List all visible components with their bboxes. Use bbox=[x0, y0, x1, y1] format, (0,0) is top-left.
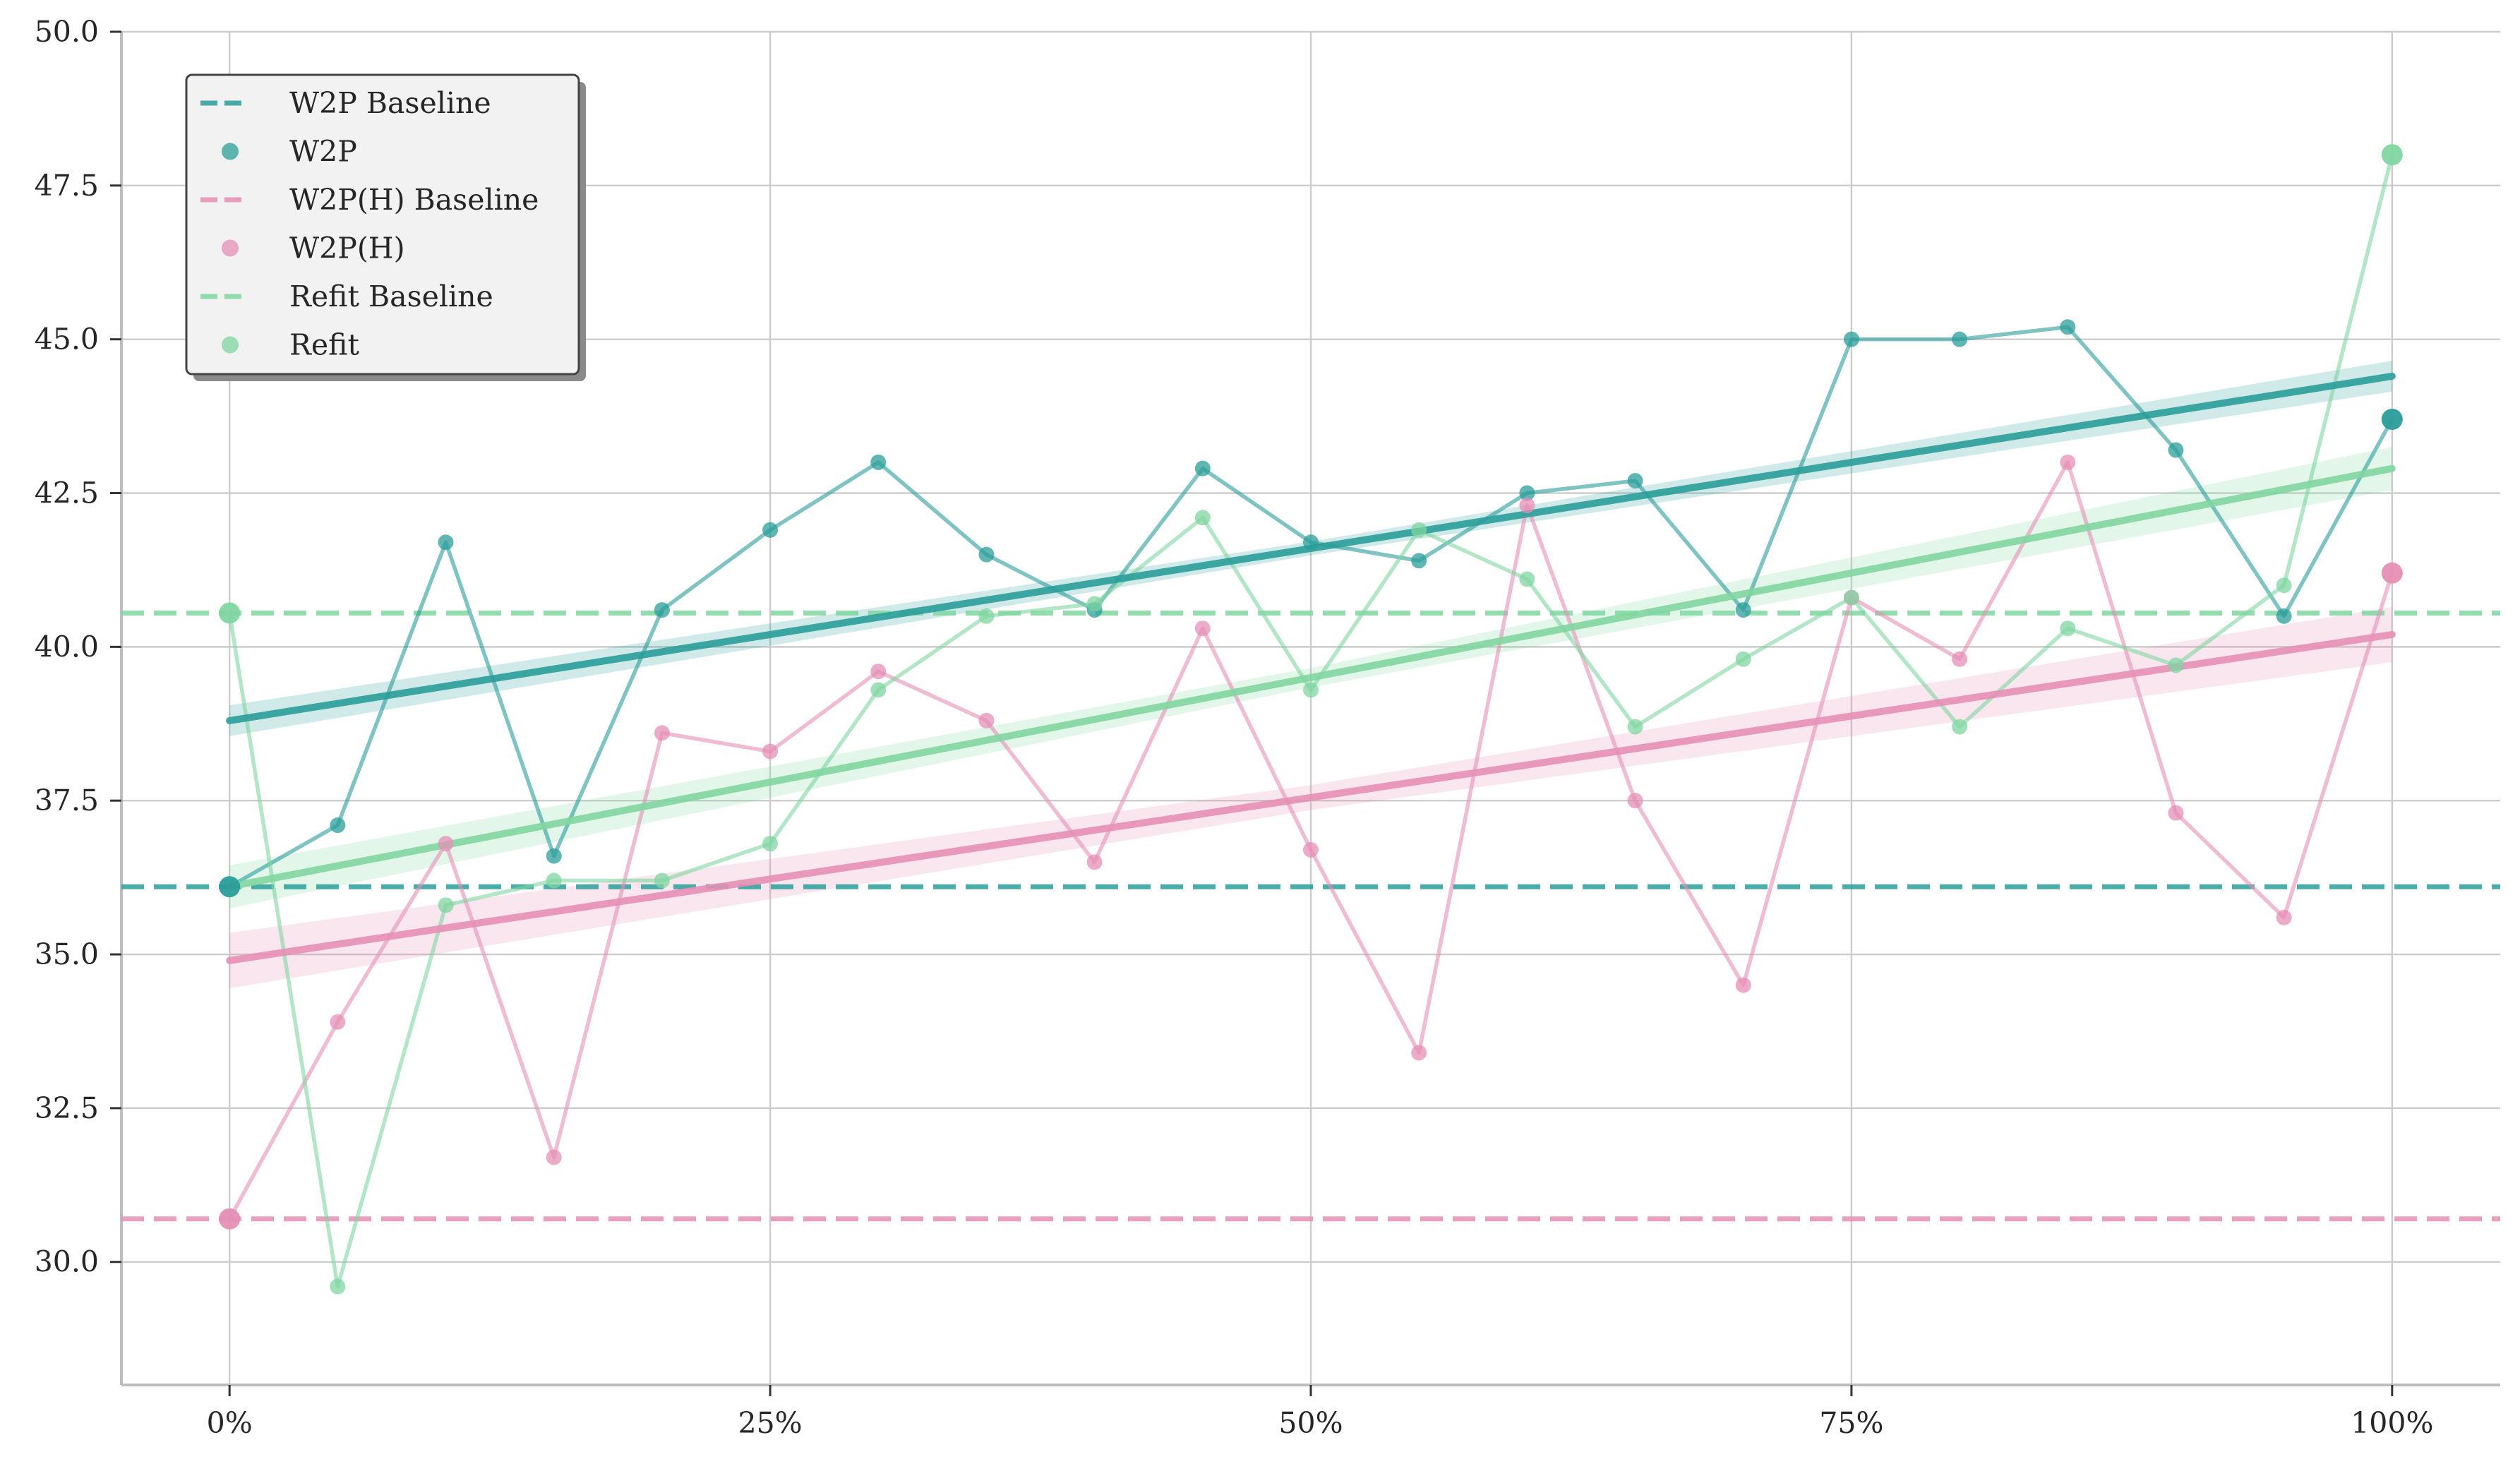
refit-point bbox=[2168, 657, 2184, 673]
w2p-h-point bbox=[1735, 977, 1751, 993]
w2p-point bbox=[1411, 553, 1427, 569]
y-tick-label: 42.5 bbox=[35, 476, 99, 510]
w2p-point bbox=[546, 848, 562, 864]
w2p-baseline-legend-label: W2P Baseline bbox=[289, 86, 491, 120]
refit-point bbox=[978, 608, 995, 624]
refit-point bbox=[1303, 682, 1319, 698]
refit-legend-label: Refit bbox=[289, 328, 359, 362]
w2p-h-trend-line bbox=[226, 630, 2396, 964]
w2p-h-point bbox=[654, 725, 670, 741]
refit-point bbox=[1735, 651, 1751, 667]
w2p-h-point bbox=[1952, 651, 1968, 667]
refit-point bbox=[438, 897, 454, 913]
legend-box bbox=[185, 73, 580, 376]
w2p-point bbox=[978, 546, 995, 563]
w2p-point bbox=[2168, 442, 2184, 458]
refit-point bbox=[2060, 620, 2076, 637]
w2p-point bbox=[870, 454, 887, 470]
w2p-point bbox=[1735, 602, 1751, 618]
w2p-h-point bbox=[1194, 620, 1211, 637]
y-tick-label: 32.5 bbox=[35, 1091, 99, 1125]
w2p-h-legend-label: W2P(H) bbox=[289, 232, 405, 265]
w2p-h-baseline-legend-label: W2P(H) Baseline bbox=[289, 183, 539, 217]
w2p-h-point bbox=[1519, 497, 1535, 513]
w2p-h-point bbox=[219, 1208, 241, 1230]
w2p-legend-swatch bbox=[222, 143, 239, 160]
refit-point bbox=[330, 1278, 346, 1295]
y-tick-label: 37.5 bbox=[35, 784, 99, 817]
w2p-h-point bbox=[2168, 805, 2184, 821]
w2p-point bbox=[2276, 608, 2292, 624]
legend: W2P Baseline W2P W2P(H) Baseline W2P(H) Refi… bbox=[185, 73, 586, 381]
refit-point bbox=[654, 872, 670, 889]
w2p-point bbox=[1627, 473, 1643, 489]
refit-point bbox=[1843, 589, 1859, 606]
w2p-point bbox=[1194, 460, 1211, 476]
gridlines bbox=[121, 30, 2500, 1385]
y-tick-label: 40.0 bbox=[35, 630, 99, 664]
y-tick-label: 47.5 bbox=[35, 169, 99, 203]
w2p-point bbox=[1303, 534, 1319, 551]
w2p-point bbox=[2060, 319, 2076, 335]
x-tick-label: 0% bbox=[207, 1406, 253, 1440]
w2p-h-point bbox=[1411, 1045, 1427, 1061]
w2p-h-legend-swatch bbox=[222, 239, 239, 257]
w2p-point bbox=[1952, 331, 1968, 347]
y-tick-label: 45.0 bbox=[35, 323, 99, 356]
y-tick-label: 30.0 bbox=[35, 1245, 99, 1279]
x-tick-label: 75% bbox=[1819, 1406, 1883, 1440]
w2p-point bbox=[1843, 331, 1859, 347]
refit-point bbox=[762, 836, 779, 852]
refit-point bbox=[219, 602, 241, 624]
refit-trend-line bbox=[226, 464, 2396, 891]
refit-point bbox=[2381, 144, 2403, 166]
w2p-h-point bbox=[978, 712, 995, 728]
x-tick-label: 25% bbox=[738, 1406, 803, 1440]
w2p-h-point bbox=[1086, 854, 1103, 870]
refit-point bbox=[1411, 522, 1427, 538]
w2p-h-point bbox=[1627, 793, 1643, 809]
w2p-h-point bbox=[2276, 909, 2292, 925]
y-tick-label: 35.0 bbox=[35, 937, 99, 971]
x-tick-label: 50% bbox=[1278, 1406, 1343, 1440]
w2p-h-point bbox=[2381, 562, 2403, 584]
w2p-h-point bbox=[1303, 841, 1319, 858]
w2p-h-point bbox=[2060, 454, 2076, 470]
w2p-h-point bbox=[762, 743, 779, 760]
refit-point bbox=[1086, 596, 1103, 612]
w2p-point bbox=[762, 522, 779, 538]
w2p-point bbox=[1519, 485, 1535, 501]
refit-point bbox=[870, 682, 887, 698]
series-points bbox=[219, 144, 2403, 1295]
x-tick-label: 100% bbox=[2351, 1406, 2433, 1440]
baselines bbox=[121, 610, 2500, 1222]
w2p-h-point bbox=[330, 1014, 346, 1030]
refit-baseline-legend-label: Refit Baseline bbox=[289, 280, 493, 313]
w2p-point bbox=[438, 534, 454, 551]
w2p-legend-label: W2P bbox=[289, 135, 357, 169]
w2p-h-point bbox=[438, 836, 454, 852]
refit-point bbox=[1194, 510, 1211, 526]
axes: 30.0 32.5 35.0 37.5 40.0 42.5 45.0 47.5 50.0 0% 25… bbox=[35, 15, 2500, 1440]
w2p-h-point bbox=[546, 1149, 562, 1165]
refit-legend-swatch bbox=[222, 336, 239, 354]
w2p-point bbox=[219, 876, 241, 898]
refit-point bbox=[546, 872, 562, 889]
w2p-point bbox=[330, 817, 346, 834]
refit-point bbox=[1519, 571, 1535, 587]
refit-point bbox=[1627, 719, 1643, 735]
y-tick-label: 50.0 bbox=[35, 15, 99, 49]
w2p-point bbox=[654, 602, 670, 618]
refit-point bbox=[1952, 719, 1968, 735]
w2p-point bbox=[2381, 408, 2403, 430]
refit-point bbox=[2276, 577, 2292, 594]
w2p-h-point bbox=[870, 664, 887, 680]
